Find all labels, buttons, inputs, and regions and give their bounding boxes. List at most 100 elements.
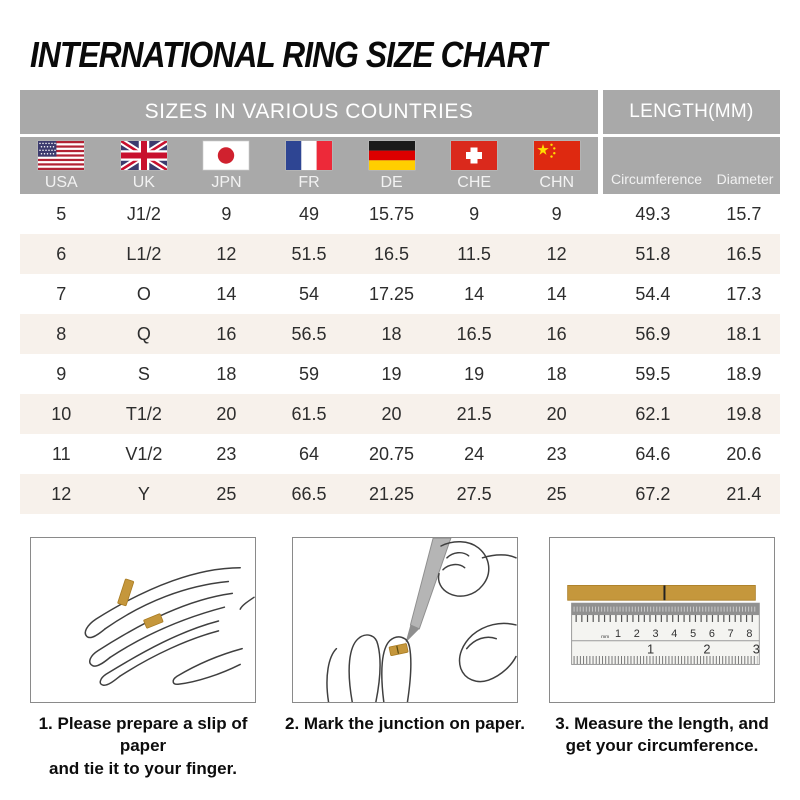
table-cell: 20.75 [369,443,415,464]
column-header-chn: CHN [515,137,598,194]
column-label: JPN [211,174,242,191]
pen [409,538,452,630]
japan-flag-icon [203,141,250,170]
column-header-uk: UK [103,137,186,194]
column-header-fr: FR [268,137,351,194]
paper-slip [388,643,409,657]
svg-text:8: 8 [746,628,752,640]
column-label: CHE [457,174,492,191]
table-cell: 20 [381,403,402,424]
table-cell: 19 [464,363,485,384]
group-header-length: LENGTH(MM) [603,90,780,134]
svg-text:mm: mm [601,635,609,640]
table-cell: 9 [56,363,67,384]
column-label: USA [44,174,78,191]
page-title-text: INTERNATIONAL RING SIZE CHART [30,34,547,75]
table-cell: 14 [216,283,237,304]
table-cell: 10 [51,403,72,424]
table-cell: 61.5 [291,403,327,424]
table-cell: 51.5 [291,243,327,264]
table-cell: 16 [546,323,567,344]
table-cell: 25 [216,483,237,504]
paper-slip [143,613,164,629]
france-flag-icon [286,141,333,170]
column-header-jpn: JPN [185,137,268,194]
instruction-caption-2: 2. Mark the junction on paper. [285,714,525,733]
instruction-step-3: 1 2 3 4 5 6 7 8 mm 1 [538,537,786,780]
table-cell: 25 [546,483,567,504]
svg-text:6: 6 [709,628,715,640]
table-cell: S [137,363,150,384]
svg-text:4: 4 [671,628,677,640]
table-cell: 66.5 [291,483,327,504]
table-cell: 23 [216,443,237,464]
china-flag-icon [533,141,580,170]
table-cell: 49 [298,203,319,224]
table-cell: 9 [469,203,480,224]
table-cell: 14 [546,283,567,304]
table-cell: 18.9 [726,363,762,384]
hand-with-paper-illustration [84,566,255,686]
table-cell: 19 [381,363,402,384]
uk-flag-icon [120,141,167,170]
table-row: 9 S 18 59 19 19 18 59.5 18.9 [20,354,780,394]
table-cell: 18 [381,323,402,344]
column-label: DE [380,174,403,191]
diameter-header: Diameter [716,171,774,187]
svg-text:5: 5 [690,628,696,640]
table-cell: 20.6 [726,443,762,464]
table-cell: 18 [216,363,237,384]
instruction-caption-3: 3. Measure the length, and get your circ… [555,714,769,756]
switzerland-flag-icon [451,141,498,170]
table-cell: 8 [56,323,67,344]
table-cell: 59 [298,363,319,384]
table-cell: 54.4 [635,283,671,304]
group-header-sizes: SIZES IN VARIOUS COUNTRIES [20,90,598,134]
page-title: INTERNATIONAL RING SIZE CHART [0,0,800,76]
pen-tip [405,624,420,643]
column-label: CHN [539,174,575,191]
table-row: 10 T1/2 20 61.5 20 21.5 20 62.1 19.8 [20,394,780,434]
table-cell: 20 [216,403,237,424]
table-cell: 56.5 [291,323,327,344]
length-columns-header: Circumference Diameter [603,137,780,194]
table-cell: Q [136,323,151,344]
table-cell: T1/2 [125,403,162,424]
table-column-header: USA UK [20,137,780,194]
ruler: 1 2 3 4 5 6 7 8 mm 1 [571,602,760,665]
table-cell: 24 [464,443,485,464]
paper-strip [567,585,756,601]
table-cell: 12 [216,243,237,264]
flags-strip: USA UK [20,137,598,194]
table-cell: V1/2 [125,443,163,464]
table-cell: O [136,283,151,304]
paper-slip [117,578,135,607]
table-group-header: SIZES IN VARIOUS COUNTRIES LENGTH(MM) [20,90,780,134]
table-cell: J1/2 [126,203,161,224]
table-cell: 5 [56,203,67,224]
table-cell: 11.5 [457,243,491,264]
germany-flag-icon [368,141,415,170]
table-cell: 19.8 [726,403,762,424]
marking-paper-illustration [326,538,517,702]
table-cell: 64.6 [635,443,671,464]
column-label: UK [132,174,155,191]
header-divider [598,90,603,134]
svg-text:1: 1 [615,628,621,640]
table-cell: 62.1 [635,403,671,424]
table-cell: 16.5 [374,243,410,264]
svg-text:2: 2 [703,642,710,657]
table-cell: 49.3 [635,203,671,224]
table-cell: Y [137,483,150,504]
instruction-step-1: 1. Please prepare a slip of paper and ti… [14,537,272,780]
table-cell: 64 [298,443,319,464]
measuring-instructions: 1. Please prepare a slip of paper and ti… [0,537,800,780]
header-divider [598,137,603,194]
table-cell: 59.5 [635,363,671,384]
table-body: 5 J1/2 9 49 15.75 9 9 49.3 15.7 6 L1/2 12 51.5 16.5 11… [20,194,780,514]
table-cell: 17.3 [726,283,762,304]
svg-text:7: 7 [728,628,734,640]
svg-text:2: 2 [634,628,640,640]
table-cell: 21.4 [726,483,762,504]
table-cell: 15.75 [369,203,415,224]
